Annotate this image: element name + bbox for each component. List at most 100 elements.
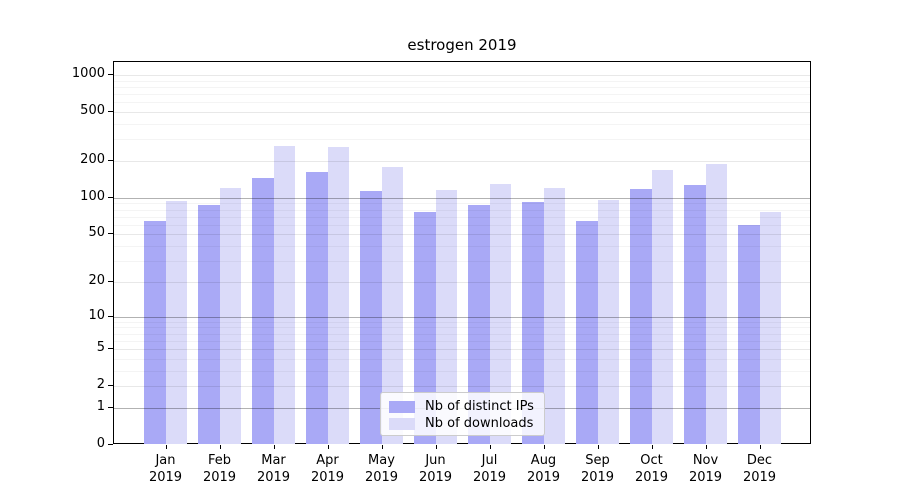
major-gridline <box>114 349 810 350</box>
bar-distinct-ips-feb <box>198 204 220 444</box>
major-gridline <box>114 316 810 318</box>
x-tick-mark <box>597 445 599 449</box>
minor-gridline <box>114 80 810 82</box>
minor-gridline <box>114 86 810 88</box>
chart-title: estrogen 2019 <box>407 36 517 54</box>
x-tick-mark <box>489 445 491 449</box>
y-tick-mark <box>108 74 113 75</box>
bar-downloads-sep <box>597 200 619 444</box>
major-gridline <box>114 112 810 114</box>
minor-gridline <box>114 216 810 218</box>
y-tick-label: 100 <box>80 188 105 204</box>
y-tick-label: 5 <box>96 340 105 355</box>
x-tick-mark <box>381 445 383 449</box>
y-tick-mark <box>108 444 113 445</box>
bar-distinct-ips-mar <box>252 177 274 444</box>
legend-swatch-downloads <box>389 417 415 430</box>
x-tick-mark <box>651 445 653 449</box>
minor-gridline <box>114 340 810 342</box>
legend-label-distinct-ips: Nb of distinct IPs <box>425 399 534 414</box>
minor-gridline <box>114 209 810 211</box>
minor-gridline <box>114 358 810 360</box>
x-tick-label: Jun 2019 <box>409 452 463 486</box>
x-tick-label: Jan 2019 <box>139 452 193 486</box>
bar-distinct-ips-jun <box>414 211 436 444</box>
bar-distinct-ips-nov <box>684 184 706 444</box>
x-tick-label: Dec 2019 <box>733 452 787 486</box>
bar-distinct-ips-dec <box>738 224 760 444</box>
y-tick-label: 2 <box>96 377 105 393</box>
legend-label-downloads: Nb of downloads <box>425 416 534 431</box>
x-tick-year: 2019 <box>526 470 561 485</box>
x-tick-label: Sep 2019 <box>571 452 625 486</box>
x-tick-label: Oct 2019 <box>625 452 679 486</box>
y-tick-mark <box>108 348 113 349</box>
x-tick-year: 2019 <box>742 470 777 485</box>
y-tick-mark <box>108 406 113 408</box>
minor-gridline <box>114 370 810 372</box>
y-tick-mark <box>108 196 113 198</box>
x-tick-label: Apr 2019 <box>301 452 355 486</box>
x-tick-year: 2019 <box>256 470 291 485</box>
bar-downloads-jan <box>165 201 187 444</box>
minor-gridline <box>114 94 810 96</box>
minor-gridline <box>114 224 810 226</box>
y-tick-mark <box>108 160 113 161</box>
bar-downloads-aug <box>543 187 565 444</box>
y-tick-mark <box>108 315 113 317</box>
x-tick-mark <box>435 445 437 449</box>
bar-distinct-ips-aug <box>522 202 544 444</box>
y-tick-mark <box>108 111 113 113</box>
bar-distinct-ips-oct <box>630 189 652 444</box>
y-tick-label: 10 <box>88 307 105 323</box>
x-tick-label: Nov 2019 <box>679 452 733 486</box>
x-tick-year: 2019 <box>418 470 453 485</box>
y-tick-label: 20 <box>88 272 105 288</box>
bar-downloads-oct <box>651 169 673 444</box>
legend-entry-distinct-ips: Nb of distinct IPs <box>389 398 536 415</box>
x-tick-year: 2019 <box>364 470 399 485</box>
plot-area <box>113 61 811 444</box>
x-tick-mark <box>273 445 275 449</box>
y-tick-label: 500 <box>80 103 105 119</box>
legend-swatch-distinct-ips <box>389 400 415 413</box>
bar-downloads-may <box>381 166 403 444</box>
x-tick-label: Jul 2019 <box>463 452 517 486</box>
x-tick-label: May 2019 <box>355 452 409 486</box>
x-tick-mark <box>165 445 167 449</box>
minor-gridline <box>114 139 810 141</box>
x-tick-year: 2019 <box>310 470 345 485</box>
bar-downloads-feb <box>219 188 241 444</box>
x-tick-year: 2019 <box>688 470 723 485</box>
minor-gridline <box>114 333 810 335</box>
minor-gridline <box>114 203 810 205</box>
x-tick-mark <box>543 445 545 449</box>
legend: Nb of distinct IPs Nb of downloads <box>380 392 545 436</box>
y-tick-label: 50 <box>88 225 105 241</box>
y-tick-mark <box>108 280 113 282</box>
bar-downloads-apr <box>327 147 349 444</box>
x-tick-year: 2019 <box>580 470 615 485</box>
x-tick-mark <box>705 445 707 449</box>
major-gridline <box>114 234 810 236</box>
bar-downloads-nov <box>705 163 727 444</box>
major-gridline <box>114 281 810 283</box>
y-tick-label: 0 <box>96 436 105 451</box>
x-tick-label: Aug 2019 <box>517 452 571 486</box>
y-tick-label: 200 <box>80 152 105 167</box>
major-gridline <box>114 161 810 162</box>
x-tick-mark <box>219 445 221 449</box>
bar-downloads-jul <box>489 183 511 444</box>
bar-distinct-ips-may <box>360 191 382 444</box>
y-tick-label: 1000 <box>71 66 105 81</box>
y-tick-mark <box>108 385 113 387</box>
x-tick-year: 2019 <box>472 470 507 485</box>
major-gridline <box>114 386 810 388</box>
minor-gridline <box>114 102 810 104</box>
bar-distinct-ips-apr <box>306 171 328 444</box>
bar-downloads-dec <box>759 212 781 444</box>
minor-gridline <box>114 261 810 263</box>
bar-distinct-ips-jul <box>468 204 490 444</box>
minor-gridline <box>114 246 810 248</box>
